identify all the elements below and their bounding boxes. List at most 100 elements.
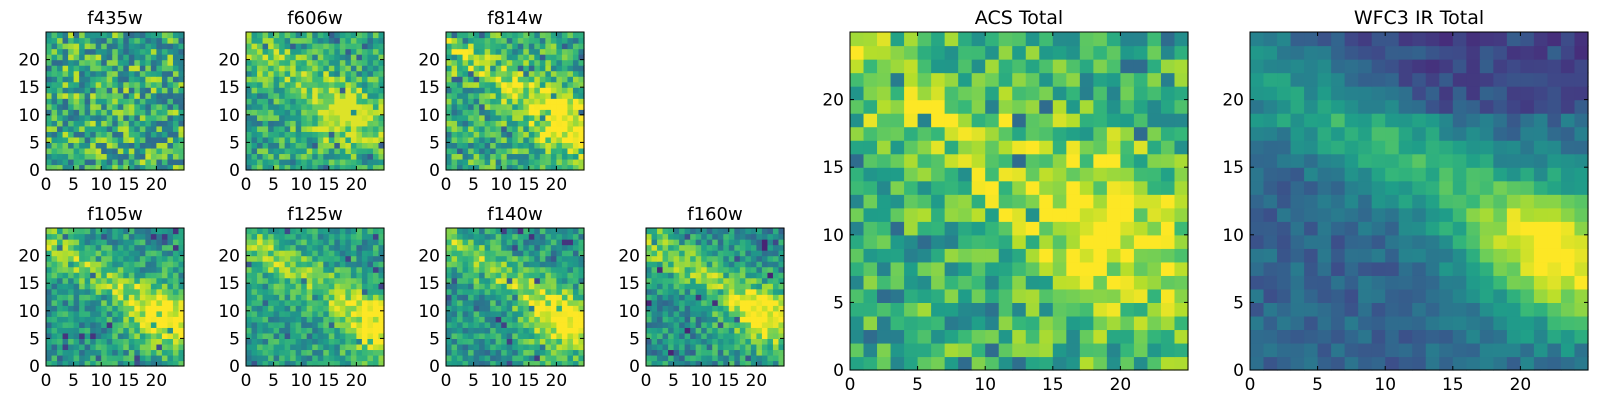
heatmap-cell xyxy=(578,131,585,138)
heatmap-cell xyxy=(295,142,302,149)
heatmap-cell xyxy=(306,239,313,246)
heatmap-cell xyxy=(178,92,185,99)
heatmap-cell xyxy=(490,272,497,279)
heatmap-cell xyxy=(284,316,291,323)
heatmap-cell xyxy=(68,288,75,295)
heatmap-cell xyxy=(301,81,308,88)
heatmap-cell xyxy=(944,167,959,182)
heatmap-cell xyxy=(890,194,905,209)
heatmap-cell xyxy=(578,164,585,171)
heatmap-cell xyxy=(106,305,113,312)
heatmap-cell xyxy=(284,272,291,279)
heatmap-cell xyxy=(350,228,357,235)
heatmap-cell xyxy=(106,228,113,235)
heatmap-cell xyxy=(490,239,497,246)
heatmap-cell xyxy=(334,120,341,127)
heatmap-cell xyxy=(62,310,69,317)
heatmap-cell xyxy=(528,310,535,317)
heatmap-cell xyxy=(306,316,313,323)
heatmap-cell xyxy=(106,153,113,160)
heatmap-cell xyxy=(290,272,297,279)
heatmap-cell xyxy=(106,114,113,121)
heatmap-cell xyxy=(378,32,385,39)
heatmap-cell xyxy=(134,327,141,334)
heatmap-cell xyxy=(106,354,113,362)
heatmap-cell xyxy=(534,349,541,356)
heatmap-cell xyxy=(528,338,535,345)
heatmap-cell xyxy=(372,332,380,339)
heatmap-cell xyxy=(73,109,80,116)
heatmap-cell xyxy=(51,299,58,306)
heatmap-cell xyxy=(1120,342,1135,358)
heatmap-cell xyxy=(323,92,330,99)
heatmap-cell xyxy=(931,275,946,290)
heatmap-cell xyxy=(251,310,258,317)
heatmap-cell xyxy=(273,103,280,110)
heatmap-cell xyxy=(506,349,513,356)
heatmap-cell xyxy=(145,299,152,306)
heatmap-cell xyxy=(101,261,108,268)
heatmap-cell xyxy=(295,294,302,301)
heatmap-cell xyxy=(931,221,946,236)
heatmap-cell xyxy=(112,142,119,149)
heatmap-cell xyxy=(367,299,374,306)
heatmap-cell xyxy=(112,228,119,235)
heatmap-cell xyxy=(567,327,574,334)
heatmap-cell xyxy=(646,250,653,257)
heatmap-cell xyxy=(262,109,269,116)
heatmap-cell xyxy=(79,244,86,251)
heatmap-cell xyxy=(528,48,535,55)
heatmap-cell xyxy=(473,164,480,171)
heatmap-cell xyxy=(971,329,986,344)
heatmap-cell xyxy=(279,92,286,99)
heatmap-cell xyxy=(1025,356,1040,371)
heatmap-cell xyxy=(958,261,973,276)
heatmap-cell xyxy=(112,48,119,55)
heatmap-cell xyxy=(517,354,524,362)
heatmap-cell xyxy=(668,338,675,345)
heatmap-cell xyxy=(262,125,269,132)
heatmap-cell xyxy=(323,316,330,323)
heatmap-cell xyxy=(484,349,491,356)
heatmap-cell xyxy=(778,261,785,268)
heatmap-cell xyxy=(117,277,124,284)
heatmap-cell xyxy=(295,332,302,339)
heatmap-cell xyxy=(139,109,146,116)
heatmap-cell xyxy=(468,316,475,323)
heatmap-cell xyxy=(850,194,865,209)
heatmap-cell xyxy=(350,158,357,166)
heatmap-cell xyxy=(512,136,519,143)
heatmap-cell xyxy=(772,228,780,235)
y-tick-label: 10 xyxy=(18,106,40,126)
heatmap-cell xyxy=(756,316,763,323)
heatmap-cell xyxy=(279,354,286,362)
heatmap-cell xyxy=(484,98,491,105)
heatmap-cell xyxy=(139,54,146,61)
heatmap-cell xyxy=(172,120,180,127)
heatmap-cell xyxy=(484,343,491,351)
heatmap-cell xyxy=(139,32,146,39)
heatmap-cell xyxy=(57,354,64,362)
heatmap-cell xyxy=(528,272,535,279)
heatmap-cell xyxy=(490,327,497,334)
heatmap-cell xyxy=(561,103,569,110)
heatmap-cell xyxy=(468,305,475,312)
heatmap-cell xyxy=(156,272,163,279)
heatmap-cell xyxy=(284,131,291,138)
heatmap-cell xyxy=(863,167,878,182)
heatmap-cell xyxy=(90,37,97,44)
heatmap-cell xyxy=(572,277,580,284)
heatmap-cell xyxy=(317,43,324,50)
heatmap-cell xyxy=(561,294,569,301)
heatmap-cell xyxy=(745,316,752,323)
heatmap-cell xyxy=(328,43,335,50)
heatmap-cell xyxy=(550,338,557,345)
heatmap-cells xyxy=(246,32,385,171)
heatmap-cell xyxy=(971,275,986,290)
heatmap-cell xyxy=(501,76,508,83)
heatmap-cell xyxy=(734,277,741,284)
heatmap-cell xyxy=(728,250,735,257)
heatmap-cell xyxy=(1066,315,1081,331)
heatmap-cell xyxy=(290,310,297,317)
heatmap-cell xyxy=(378,255,385,262)
